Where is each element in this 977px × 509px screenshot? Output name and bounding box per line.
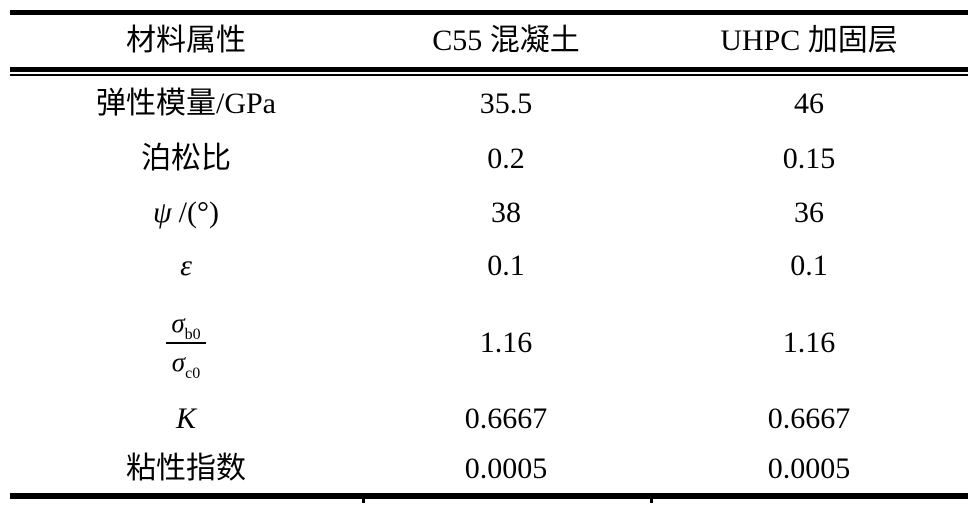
dilation-angle-unit: /(°): [178, 196, 219, 229]
eccentricity-uhpc-value: 0.1: [790, 249, 828, 282]
table-row-k-factor: K 0.6667 0.6667: [10, 393, 968, 445]
elastic-modulus-c55-value: 35.5: [479, 87, 533, 120]
header-divider-thick-line: [10, 67, 968, 72]
sigma-symbol: σ: [171, 307, 185, 338]
eccentricity-c55-value: 0.1: [487, 249, 525, 282]
viscosity-index-label: 粘性指数: [126, 452, 246, 485]
header-divider-gap: [10, 72, 968, 74]
header-c55-concrete: C55 混凝土: [432, 24, 580, 57]
viscosity-index-uhpc-value: 0.0005: [767, 452, 851, 485]
elastic-modulus-label: 弹性模量/GPa: [96, 87, 276, 120]
table-row-viscosity-index: 粘性指数 0.0005 0.0005: [10, 445, 968, 493]
sigma-ratio-fraction: σ b0 σ c0: [166, 307, 206, 381]
poisson-ratio-uhpc-value: 0.15: [782, 142, 836, 175]
epsilon-symbol: ε: [180, 249, 192, 282]
table-top-rule: [10, 10, 968, 15]
column-divider-tick: [362, 495, 365, 503]
sigma-b0-numerator: σ b0: [166, 307, 206, 344]
sigma-b0-subscript: b0: [184, 325, 201, 343]
dilation-angle-label: ψ /(°): [10, 198, 362, 228]
k-factor-label: K: [10, 404, 362, 434]
header-divider-thin-line: [10, 74, 968, 76]
table-row-eccentricity: ε 0.1 0.1: [10, 240, 968, 292]
k-symbol: K: [175, 402, 196, 435]
dilation-angle-c55-value: 38: [491, 196, 521, 229]
k-factor-uhpc-value: 0.6667: [767, 402, 851, 435]
k-factor-c55-value: 0.6667: [464, 402, 548, 435]
material-properties-table: 材料属性 C55 混凝土 UHPC 加固层 弹性模量/GPa 35.5 46 泊…: [10, 10, 968, 503]
poisson-ratio-label: 泊松比: [141, 142, 231, 175]
eccentricity-label: ε: [10, 251, 362, 281]
viscosity-index-c55-value: 0.0005: [464, 452, 548, 485]
header-material-property: 材料属性: [126, 24, 246, 57]
table-header-row: 材料属性 C55 混凝土 UHPC 加固层: [10, 15, 968, 67]
poisson-ratio-c55-value: 0.2: [487, 142, 525, 175]
sigma-symbol: σ: [171, 346, 186, 377]
column-divider-tick: [650, 495, 653, 503]
header-divider-rule: [10, 67, 968, 76]
elastic-modulus-uhpc-value: 46: [794, 87, 824, 120]
table-row-poisson-ratio: 泊松比 0.2 0.15: [10, 132, 968, 186]
sigma-c0-denominator: σ c0: [167, 344, 205, 381]
header-uhpc-layer: UHPC 加固层: [720, 24, 898, 57]
table-row-stress-ratio: σ b0 σ c0 1.16 1.16: [10, 292, 968, 393]
stress-ratio-label: σ b0 σ c0: [10, 307, 362, 381]
psi-symbol: ψ: [153, 196, 172, 229]
stress-ratio-c55-value: 1.16: [479, 325, 533, 359]
table-bottom-rule: [10, 493, 968, 499]
table-row-dilation-angle: ψ /(°) 38 36: [10, 186, 968, 240]
sigma-c0-subscript: c0: [185, 364, 201, 382]
stress-ratio-uhpc-value: 1.16: [782, 325, 836, 359]
dilation-angle-uhpc-value: 36: [794, 196, 824, 229]
table-row-elastic-modulus: 弹性模量/GPa 35.5 46: [10, 76, 968, 132]
